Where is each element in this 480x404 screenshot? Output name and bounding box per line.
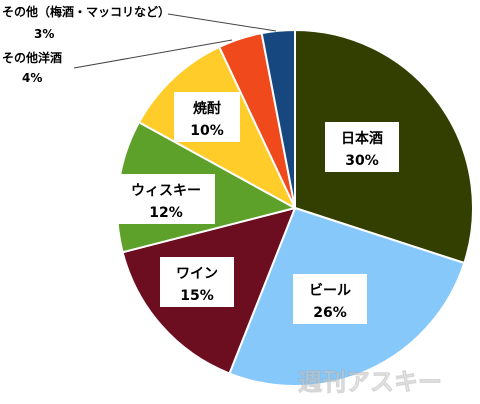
slice-percent-wine: 15% bbox=[180, 288, 214, 304]
slice-label-other-western: その他洋酒 bbox=[2, 50, 62, 65]
leader-line-other bbox=[167, 13, 277, 32]
label-box-wine bbox=[160, 257, 234, 307]
label-box-beer bbox=[293, 274, 367, 324]
watermark-logo: 週刊アスキー bbox=[298, 368, 442, 396]
leader-line-other-western bbox=[73, 39, 233, 69]
slice-label-whisky: ウィスキー bbox=[131, 183, 201, 199]
slice-percent-other: 3% bbox=[34, 27, 54, 41]
label-box-whisky bbox=[117, 174, 215, 224]
slice-percent-beer: 26% bbox=[313, 305, 347, 321]
slice-percent-whisky: 12% bbox=[149, 205, 183, 221]
pie-slice-other bbox=[260, 29, 296, 209]
label-box-nihonshu bbox=[325, 122, 399, 172]
slice-label-beer: ビール bbox=[309, 283, 351, 299]
slice-label-shochu: 焼酎 bbox=[193, 100, 221, 117]
slice-label-nihonshu: 日本酒 bbox=[341, 130, 383, 147]
slice-label-other: その他（梅酒・マッコリなど） bbox=[2, 4, 170, 19]
leader-lines bbox=[73, 13, 277, 69]
slice-labels: 日本酒 30% ビール 26% ワイン 15% ウィスキー 12% 焼酎 10% その他（梅酒・マッ… bbox=[2, 4, 399, 324]
slice-label-wine: ワイン bbox=[176, 266, 218, 282]
label-box-shochu bbox=[174, 92, 240, 142]
slice-percent-nihonshu: 30% bbox=[345, 153, 379, 169]
slice-percent-other-western: 4% bbox=[22, 71, 42, 85]
slice-percent-shochu: 10% bbox=[190, 123, 224, 139]
